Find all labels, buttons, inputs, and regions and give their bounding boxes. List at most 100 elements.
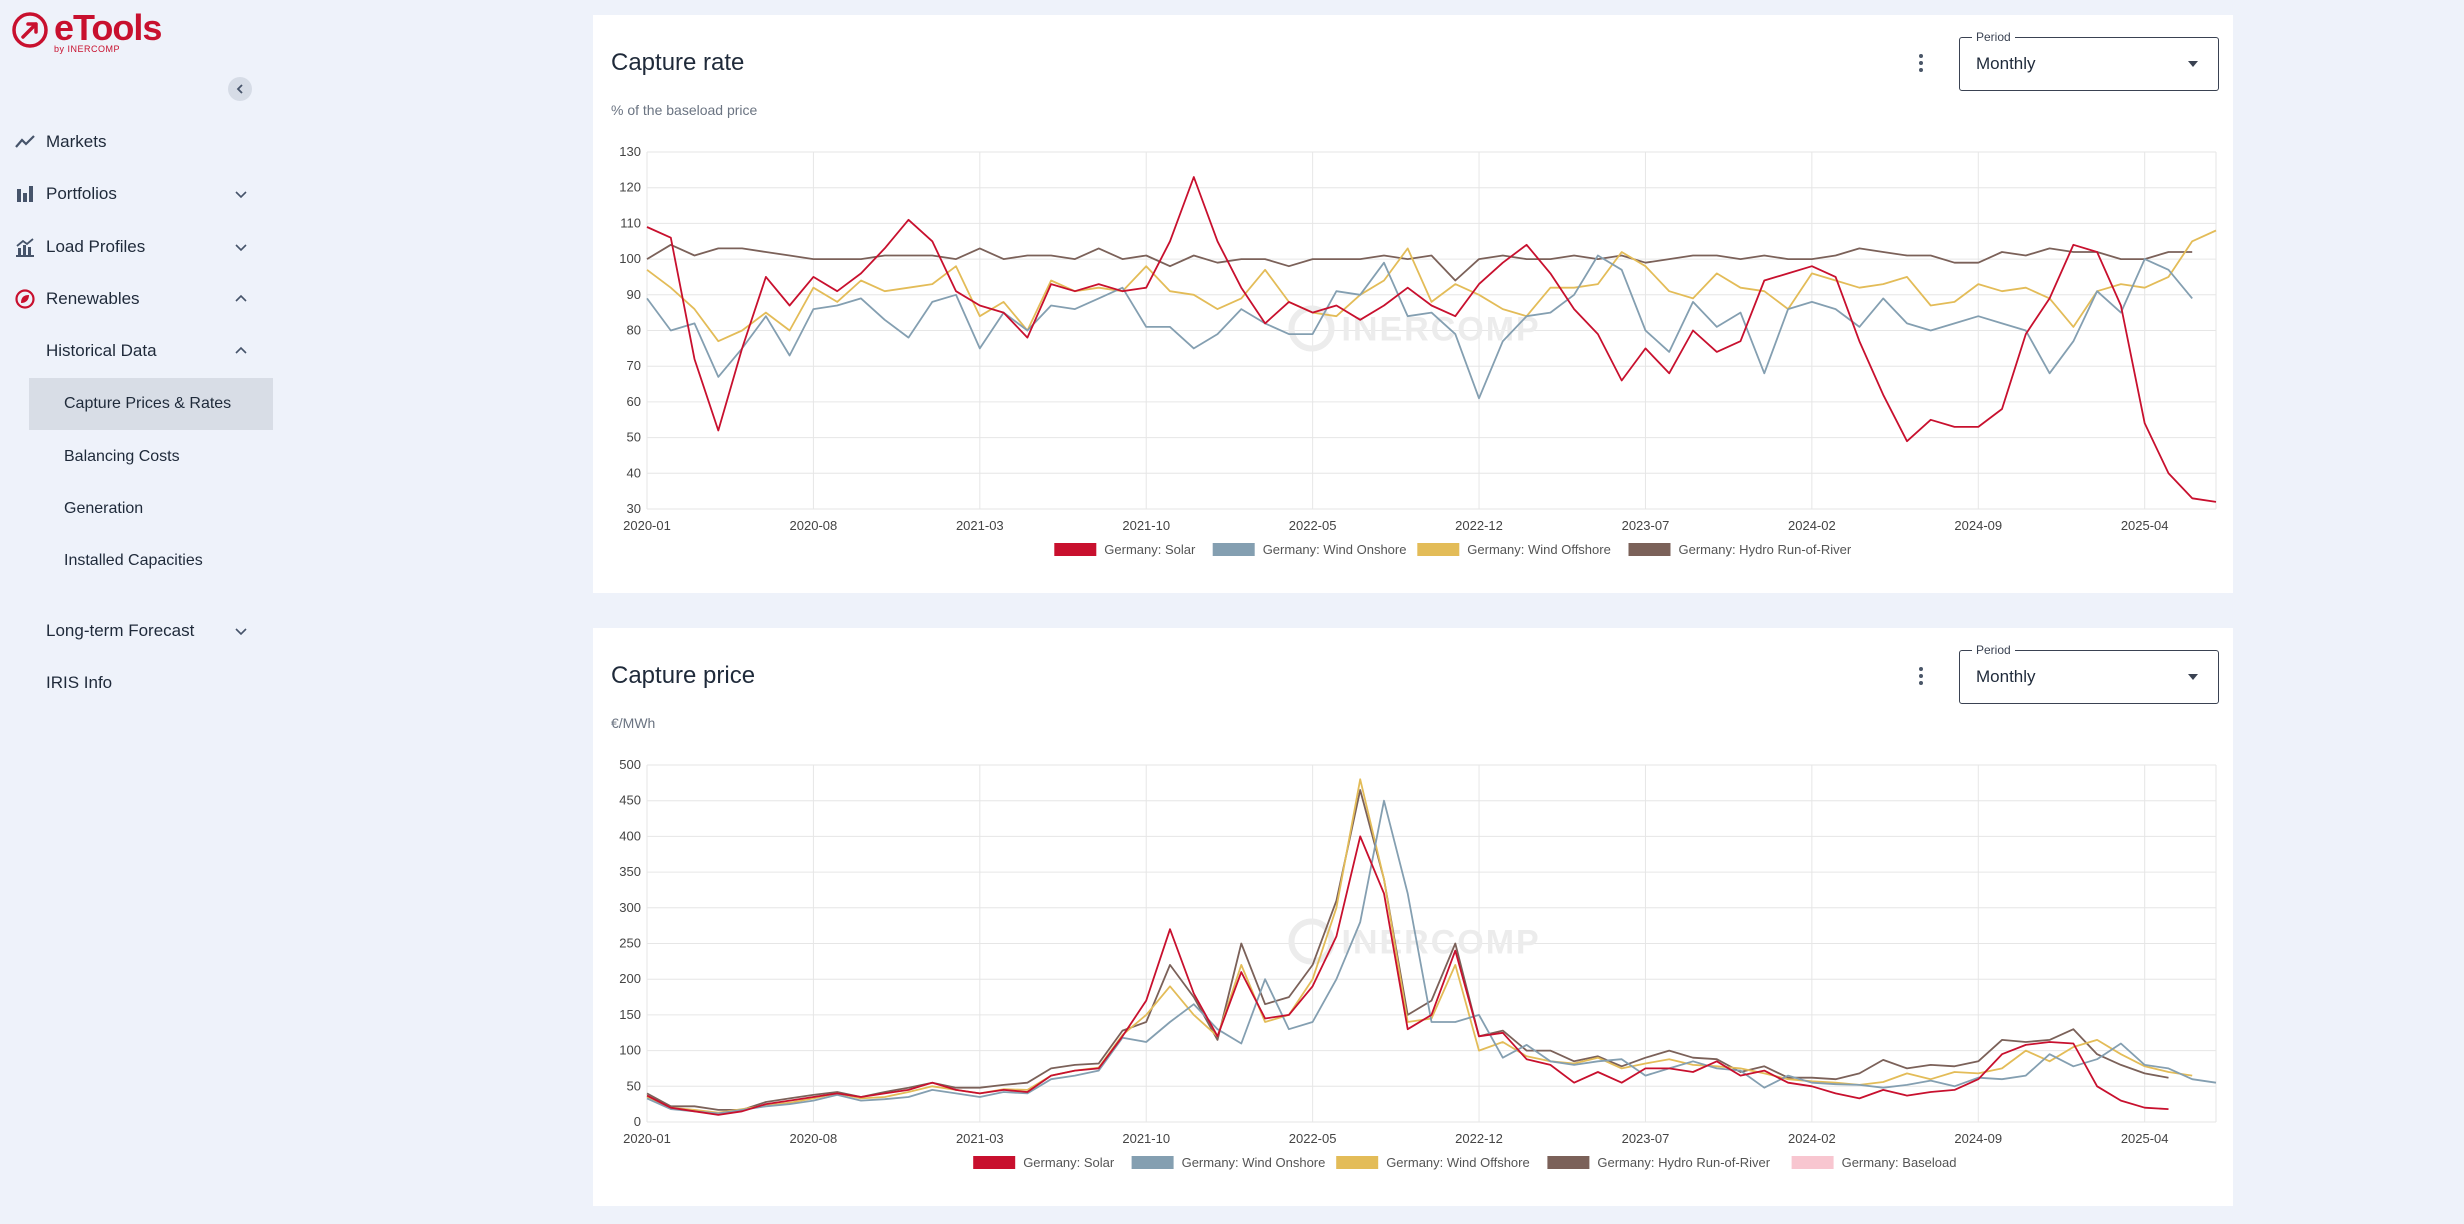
nav-historical-data-label: Historical Data <box>46 341 157 360</box>
nav-historical-data[interactable]: Historical Data <box>0 329 272 373</box>
y-tick-label: 500 <box>619 757 641 772</box>
nav-generation[interactable]: Generation <box>29 483 273 535</box>
x-tick-label: 2022-12 <box>1455 518 1503 533</box>
legend-swatch[interactable] <box>1131 1156 1174 1169</box>
series-line-germany-wind-offshore[interactable] <box>646 229 2217 343</box>
capture-price-chart: 0 50 100 150 200 250 300 350 400 450 500 2020-01 202… <box>619 757 2217 1170</box>
y-tick-label: 60 <box>627 394 641 409</box>
app-logo[interactable]: eTools <box>10 7 162 50</box>
y-tick-label: 350 <box>619 864 641 879</box>
series-line-germany-solar[interactable] <box>646 835 2169 1116</box>
watermark-logo-icon <box>1288 918 1335 965</box>
x-tick-label: 2022-05 <box>1289 1131 1337 1146</box>
chevron-down-icon <box>235 191 247 199</box>
capture-price-subtitle: €/MWh <box>611 715 656 731</box>
trend-icon <box>15 135 35 148</box>
watermark-text: INERCOMP <box>1342 311 1541 349</box>
legend-swatch[interactable] <box>973 1156 1016 1169</box>
legend-swatch[interactable] <box>1212 543 1255 556</box>
legend-label[interactable]: Germany: Wind Onshore <box>1182 1155 1326 1170</box>
nav-renewables-label: Renewables <box>46 289 140 308</box>
capture-price-period-select[interactable]: Period Monthly <box>1959 643 2219 704</box>
period-value: Monthly <box>1976 667 2036 686</box>
legend-label[interactable]: Germany: Solar <box>1023 1155 1115 1170</box>
legend-label[interactable]: Germany: Wind Offshore <box>1386 1155 1530 1170</box>
legend-label[interactable]: Germany: Hydro Run-of-River <box>1597 1155 1770 1170</box>
nav-generation-label: Generation <box>64 500 144 517</box>
series-line-germany-wind-onshore[interactable] <box>646 799 2217 1115</box>
y-tick-label: 100 <box>619 251 641 266</box>
legend-swatch[interactable] <box>1054 543 1097 556</box>
series-line-germany-wind-onshore[interactable] <box>646 254 2193 400</box>
chevron-down-icon <box>235 628 247 636</box>
nav-balancing-costs[interactable]: Balancing Costs <box>29 431 273 483</box>
legend-swatch[interactable] <box>1791 1156 1834 1169</box>
x-tick-label: 2022-05 <box>1289 518 1337 533</box>
collapse-sidebar-button[interactable] <box>228 77 252 101</box>
nav-load-profiles[interactable]: Load Profiles <box>0 225 272 269</box>
series-line-germany-hydro-run-of-river[interactable] <box>646 243 2193 282</box>
legend-swatch[interactable] <box>1628 543 1671 556</box>
y-tick-label: 80 <box>627 323 641 338</box>
chevron-up-icon <box>235 346 247 354</box>
app-by-label: by INERCOMP <box>54 44 121 54</box>
capture-rate-menu-button[interactable] <box>1911 49 1931 77</box>
nav-markets[interactable]: Markets <box>0 120 272 164</box>
load-chart-icon <box>16 238 34 257</box>
legend-label[interactable]: Germany: Solar <box>1104 542 1196 557</box>
series-line-germany-hydro-run-of-river[interactable] <box>646 789 2169 1111</box>
y-tick-label: 40 <box>627 465 641 480</box>
y-tick-label: 70 <box>627 358 641 373</box>
y-tick-label: 90 <box>627 287 641 302</box>
legend-swatch[interactable] <box>1547 1156 1590 1169</box>
nav-iris-info-label: IRIS Info <box>46 673 113 692</box>
x-tick-label: 2020-08 <box>790 1131 838 1146</box>
x-tick-label: 2021-03 <box>956 518 1004 533</box>
series-line-germany-solar[interactable] <box>646 176 2217 503</box>
period-value: Monthly <box>1976 54 2036 73</box>
y-tick-label: 130 <box>619 144 641 159</box>
nav-long-term-forecast[interactable]: Long-term Forecast <box>0 609 272 653</box>
legend-label[interactable]: Germany: Baseload <box>1842 1155 1957 1170</box>
nav-installed-capacities[interactable]: Installed Capacities <box>29 535 273 587</box>
bar-chart-icon <box>17 186 33 202</box>
nav-portfolios-label: Portfolios <box>46 184 117 203</box>
series-line-germany-wind-offshore[interactable] <box>646 778 2193 1114</box>
legend-label[interactable]: Germany: Hydro Run-of-River <box>1679 542 1852 557</box>
chevron-down-icon <box>235 244 247 252</box>
nav-long-term-forecast-label: Long-term Forecast <box>46 621 195 640</box>
legend-label[interactable]: Germany: Wind Onshore <box>1263 542 1407 557</box>
nav-markets-label: Markets <box>46 132 107 151</box>
capture-rate-period-select[interactable]: Period Monthly <box>1959 30 2219 91</box>
capture-rate-title: Capture rate <box>611 49 745 76</box>
y-tick-label: 150 <box>619 1007 641 1022</box>
legend-swatch[interactable] <box>1336 1156 1379 1169</box>
capture-price-card: Capture price €/MWh Period Monthly 0 50 10… <box>593 628 2233 1206</box>
nav-capture-prices-rates[interactable]: Capture Prices & Rates <box>29 378 273 430</box>
legend-label[interactable]: Germany: Wind Offshore <box>1467 542 1611 557</box>
nav-renewables[interactable]: Renewables <box>0 277 272 321</box>
app-name: eTools <box>54 7 162 48</box>
leaf-icon <box>15 289 35 309</box>
capture-rate-subtitle: % of the baseload price <box>611 102 758 118</box>
y-tick-label: 100 <box>619 1043 641 1058</box>
capture-rate-chart: 30 40 50 60 70 80 90 100 110 120 130 2020-01 2020-08… <box>619 144 2217 557</box>
capture-price-menu-button[interactable] <box>1911 662 1931 690</box>
y-tick-label: 110 <box>620 215 641 230</box>
nav-installed-capacities-label: Installed Capacities <box>64 552 203 569</box>
y-tick-label: 450 <box>619 793 641 808</box>
nav-capture-prices-rates-label: Capture Prices & Rates <box>64 395 232 412</box>
nav-iris-info[interactable]: IRIS Info <box>0 661 272 705</box>
x-tick-label: 2021-10 <box>1122 518 1170 533</box>
watermark-logo-icon <box>1288 305 1335 352</box>
x-tick-label: 2025-04 <box>2121 1131 2169 1146</box>
capture-price-title: Capture price <box>611 662 756 689</box>
x-tick-label: 2023-07 <box>1622 1131 1670 1146</box>
y-tick-label: 50 <box>627 430 641 445</box>
capture-rate-card: Capture rate % of the baseload price Per… <box>593 15 2233 593</box>
dropdown-arrow-icon <box>2188 61 2198 67</box>
dropdown-arrow-icon <box>2188 674 2198 680</box>
nav-portfolios[interactable]: Portfolios <box>0 172 272 216</box>
legend-swatch[interactable] <box>1417 543 1460 556</box>
y-tick-label: 120 <box>619 180 641 195</box>
